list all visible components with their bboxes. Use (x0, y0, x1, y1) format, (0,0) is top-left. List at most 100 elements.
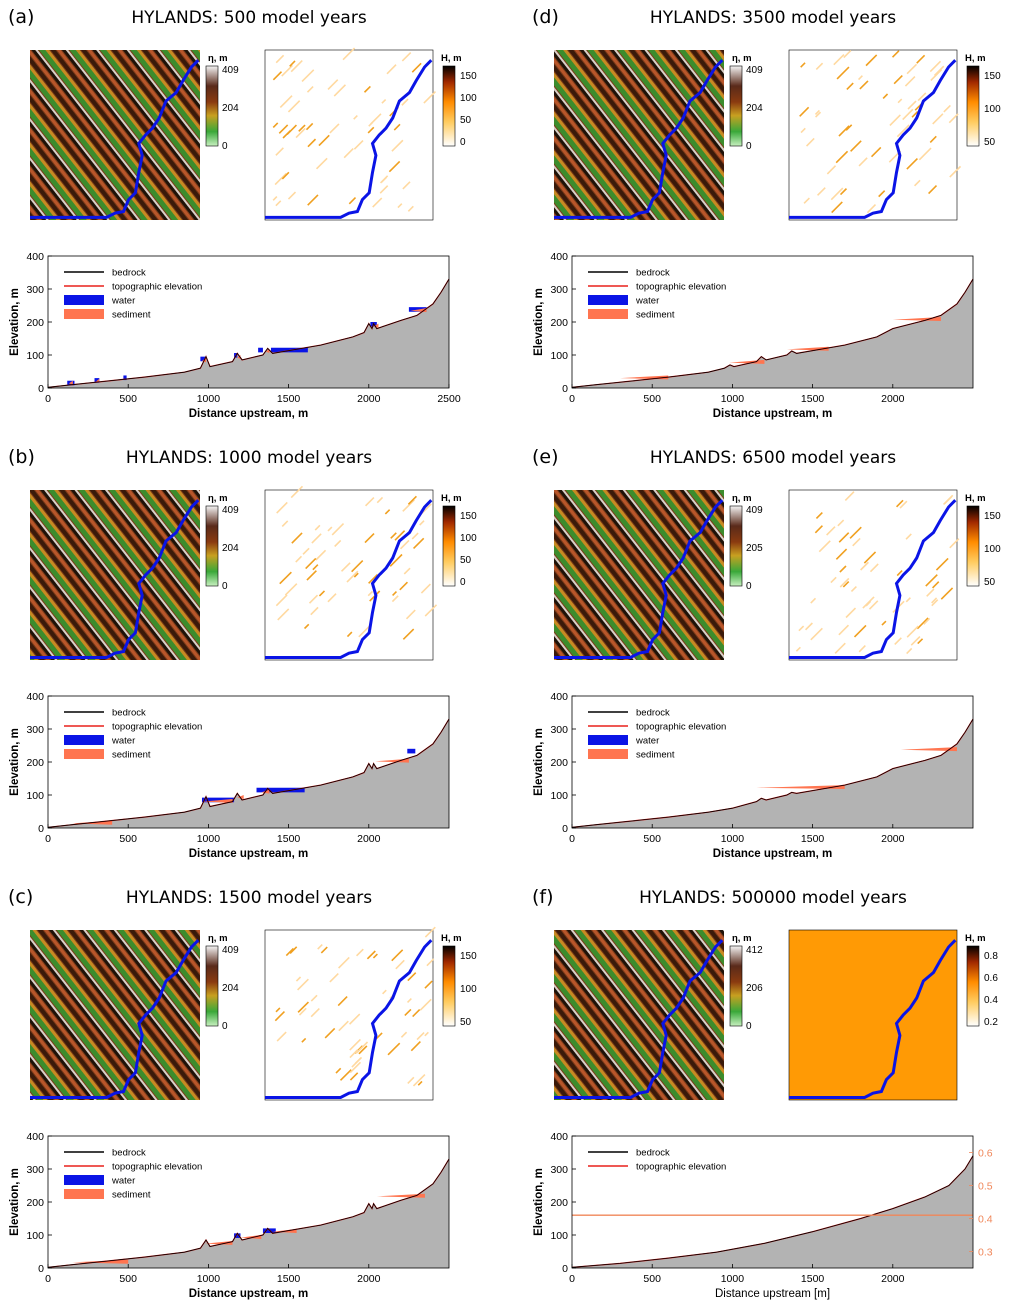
sediment-patch (349, 1072, 359, 1081)
sediment-patch (844, 491, 855, 501)
sediment-patch (914, 179, 921, 187)
sediment-patch (301, 1037, 307, 1043)
sediment-patch (397, 203, 403, 209)
sediment-patch (402, 499, 415, 512)
sediment-patch (391, 595, 399, 603)
sediment-patch (340, 562, 351, 572)
sediment-patch (307, 138, 317, 148)
sediment-patch (917, 638, 924, 645)
sediment-patch (804, 622, 813, 631)
sediment-patch (367, 590, 374, 597)
legend-swatch (588, 295, 628, 305)
sediment-patch (281, 520, 289, 528)
sediment-patch (411, 62, 422, 73)
x-tick-label: 500 (119, 833, 137, 845)
sediment-patch (346, 570, 359, 583)
x-axis-label: Distance upstream, m (189, 1288, 309, 1300)
x-axis-label: Distance upstream [m] (715, 1288, 830, 1300)
sediment-patch (376, 496, 384, 504)
sediment-patch (384, 509, 391, 515)
sediment-patch (289, 946, 298, 954)
x-tick-label: 500 (643, 1273, 661, 1285)
h-colorbar (442, 65, 456, 147)
sediment-patch (281, 64, 294, 77)
sediment-thickness-map (264, 489, 434, 661)
sediment-patch (338, 1020, 349, 1032)
sediment-patch (845, 124, 853, 131)
sediment-patch (424, 980, 433, 989)
sediment-patch (896, 124, 910, 138)
sediment-patch (800, 127, 806, 134)
sediment-deposit (68, 380, 73, 385)
bedrock-line (47, 278, 450, 388)
legend-label: water (111, 736, 135, 747)
sediment-patch (424, 1031, 429, 1037)
sediment-deposit (373, 323, 379, 328)
sediment-patch (363, 85, 371, 93)
sediment-patch (850, 585, 857, 593)
sediment-patch (852, 537, 861, 547)
sediment-patch (295, 127, 306, 139)
sediment-patch (331, 523, 345, 536)
water-pool (94, 378, 100, 383)
x-tick-label: 1500 (801, 1273, 825, 1285)
river-path (554, 939, 724, 1099)
river-path (30, 499, 200, 659)
sediment-patch (351, 1056, 363, 1068)
sediment-patch (846, 82, 854, 91)
x-tick-label: 0 (569, 393, 575, 405)
x-tick-label: 500 (643, 833, 661, 845)
eta-colorbar (729, 505, 743, 587)
sediment-patch (356, 948, 364, 957)
sediment-patch (839, 188, 848, 196)
sediment-patch (940, 587, 954, 600)
eta-colorbar-tick: 0 (746, 581, 752, 592)
sediment-patch (394, 530, 406, 541)
eta-colorbar-label: η, m (732, 493, 752, 504)
sediment-patch (859, 80, 869, 90)
h-colorbar-tick: 100 (460, 984, 477, 995)
sediment-patch (295, 976, 302, 982)
sediment-patch (298, 124, 306, 132)
eta-colorbar-tick: 204 (222, 983, 239, 994)
eta-colorbar (205, 945, 219, 1027)
sediment-patch (929, 60, 942, 73)
h-colorbar-tick: 0.2 (984, 1017, 998, 1028)
river-path (30, 939, 200, 1099)
y-tick-label: 400 (550, 251, 568, 263)
sediment-patch (424, 604, 438, 617)
sediment-patch (276, 501, 288, 514)
sediment-patch (929, 135, 937, 143)
sediment-patch (348, 197, 357, 205)
x-axis-label: Distance upstream, m (189, 408, 309, 420)
sediment-patch (272, 71, 283, 81)
y-axis-label: Elevation, m (533, 1168, 545, 1236)
h-colorbar (442, 505, 456, 587)
sediment-patch (826, 526, 836, 536)
sediment-thickness-map (788, 49, 958, 221)
sediment-patch (806, 137, 815, 147)
sediment-patch (402, 181, 411, 190)
sediment-patch (419, 520, 425, 526)
eta-colorbar-tick: 409 (222, 505, 239, 516)
sediment-patch (810, 597, 817, 604)
sediment-patch (815, 111, 822, 118)
legend-label: bedrock (636, 708, 670, 719)
sediment-patch (305, 122, 314, 131)
panel-title: HYLANDS: 500 model years (131, 8, 367, 28)
eta-colorbar-tick: 206 (746, 983, 763, 994)
sediment-patch (416, 1031, 425, 1041)
legend-swatch (64, 1189, 104, 1199)
sediment-patch (814, 525, 823, 534)
panel-title: HYLANDS: 1500 model years (126, 888, 372, 908)
y-tick-label: 300 (550, 284, 568, 296)
sediment-patch (358, 1045, 368, 1055)
x-tick-label: 0 (45, 833, 51, 845)
sediment-patch (798, 625, 805, 632)
sediment-patch (351, 560, 364, 573)
bedrock-line (47, 1158, 450, 1268)
sediment-patch (923, 617, 931, 625)
legend-label: bedrock (112, 708, 146, 719)
